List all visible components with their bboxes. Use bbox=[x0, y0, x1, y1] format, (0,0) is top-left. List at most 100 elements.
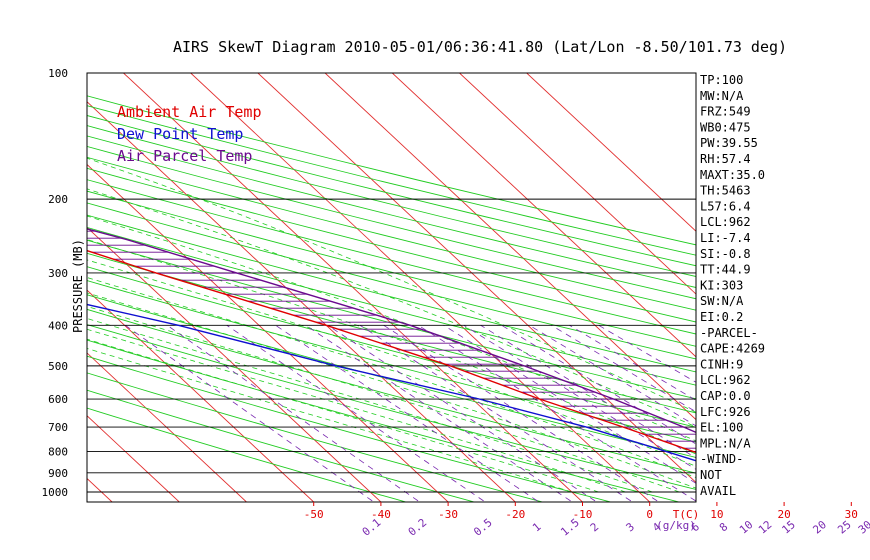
mixing-ratio-label: 20 bbox=[810, 518, 829, 536]
pressure-tick-label: 400 bbox=[48, 319, 68, 332]
profile-lines bbox=[87, 228, 696, 462]
stat-item: MAXT:35.0 bbox=[700, 168, 765, 182]
stat-item: CINH:9 bbox=[700, 357, 743, 371]
dry-adiabat-line bbox=[87, 167, 696, 323]
stat-item: EL:100 bbox=[700, 421, 743, 435]
isotherm-line bbox=[324, 73, 696, 421]
stat-item: SI:-0.8 bbox=[700, 247, 751, 261]
series-line-ambient bbox=[87, 249, 696, 454]
stat-item: L57:6.4 bbox=[700, 199, 751, 213]
stat-item: -WIND- bbox=[700, 452, 743, 466]
dry-adiabat-line bbox=[87, 115, 696, 267]
moist-adiabat-line bbox=[87, 292, 696, 489]
legend-ambient: Ambient Air Temp bbox=[117, 103, 262, 121]
dry-adiabat-line bbox=[87, 226, 696, 386]
moist-adiabat-line bbox=[87, 259, 696, 467]
moist-adiabat-line bbox=[87, 157, 696, 413]
stat-item: LCL:962 bbox=[700, 215, 751, 229]
stat-item: WB0:475 bbox=[700, 120, 751, 134]
isotherm-line bbox=[87, 477, 113, 502]
mixing-ratio-line bbox=[598, 324, 696, 383]
stat-item: MPL:N/A bbox=[700, 436, 751, 450]
mixing-ratio-label: 0.5 bbox=[471, 516, 495, 539]
bottom-temp-tick-label: -50 bbox=[304, 508, 324, 521]
bottom-temp-tick-label: -10 bbox=[573, 508, 593, 521]
mixing-ratio-line bbox=[569, 324, 696, 401]
stat-item: LCL:962 bbox=[700, 373, 751, 387]
bottom-temp-tick-label: 30 bbox=[845, 508, 858, 521]
mixing-ratio-label: 10 bbox=[737, 518, 756, 536]
mixing-ratio-line bbox=[305, 324, 571, 502]
mixing-ratio-line bbox=[166, 324, 419, 502]
dry-adiabat-line bbox=[87, 324, 696, 490]
stat-item: PW:39.55 bbox=[700, 136, 758, 150]
dry-adiabat-line bbox=[87, 125, 696, 277]
isotherm-line bbox=[459, 73, 696, 295]
series-line-dewpoint bbox=[87, 303, 696, 462]
plot-frame bbox=[86, 72, 697, 503]
stat-item: SW:N/A bbox=[700, 294, 744, 308]
pressure-tick-label: 100 bbox=[48, 67, 68, 80]
dry-adiabat-line bbox=[87, 214, 696, 373]
moist-adiabat-line bbox=[87, 347, 572, 493]
mixing-ratio-label: 0.2 bbox=[406, 516, 430, 539]
moist-adiabat-line bbox=[87, 318, 653, 493]
bottom-temp-tick-label: -30 bbox=[438, 508, 458, 521]
mixing-ratio-unit-label: (g/kg) bbox=[656, 519, 696, 532]
mixing-ratio-line bbox=[529, 324, 696, 427]
isotherm-line bbox=[526, 73, 696, 232]
dry-adiabat-line bbox=[87, 266, 696, 428]
bottom-temp-tick-label: -20 bbox=[505, 508, 525, 521]
dry-adiabat-line bbox=[87, 339, 681, 502]
isotherm-line bbox=[257, 73, 696, 484]
bottom-temp-tick-label: 20 bbox=[777, 508, 790, 521]
pressure-tick-label: 700 bbox=[48, 421, 68, 434]
stat-item: TH:5463 bbox=[700, 184, 751, 198]
dry-adiabat-line bbox=[87, 389, 476, 502]
moist-adiabat-line bbox=[87, 338, 599, 493]
stat-item: NOT bbox=[700, 468, 722, 482]
dry-adiabat-line bbox=[87, 355, 613, 502]
dry-adiabat-line bbox=[87, 372, 544, 502]
bottom-temp-tick-label: 10 bbox=[710, 508, 723, 521]
mixing-ratio-line bbox=[327, 324, 596, 502]
series-line-parcel bbox=[87, 228, 696, 434]
isotherm-line bbox=[0, 73, 45, 502]
mixing-ratio-label: 1 bbox=[530, 520, 543, 534]
isotherm-line bbox=[87, 289, 315, 502]
pressure-tick-label: 900 bbox=[48, 467, 68, 480]
moist-adiabat-line bbox=[87, 188, 696, 428]
legend: Ambient Air Temp Dew Point Temp Air Parc… bbox=[117, 103, 262, 165]
stat-item: MW:N/A bbox=[700, 89, 744, 103]
bottom-temp-tick-label: -40 bbox=[371, 508, 391, 521]
mixing-ratio-label: 3 bbox=[624, 520, 637, 534]
y-axis-label: PRESSURE (MB) bbox=[71, 239, 85, 333]
stat-item: CAPE:4269 bbox=[700, 342, 765, 356]
dry-adiabat-line bbox=[87, 179, 696, 335]
stat-item: LI:-7.4 bbox=[700, 231, 751, 245]
dry-adiabat-line bbox=[87, 105, 696, 256]
stat-item: TT:44.9 bbox=[700, 263, 751, 277]
chart-title: AIRS SkewT Diagram 2010-05-01/06:36:41.8… bbox=[173, 38, 787, 56]
mixing-ratio-label: 30 bbox=[856, 518, 870, 536]
legend-parcel: Air Parcel Temp bbox=[117, 147, 252, 165]
dry-adiabat-line bbox=[87, 294, 696, 458]
dry-adiabat-line bbox=[87, 145, 696, 300]
isotherm-line bbox=[391, 73, 696, 358]
stat-item: CAP:0.0 bbox=[700, 389, 751, 403]
isotherm-line bbox=[87, 352, 247, 502]
mixing-ratio-line bbox=[226, 324, 484, 502]
dry-adiabat-line bbox=[87, 190, 696, 347]
cape-hatching bbox=[87, 230, 696, 449]
bottom-temp-tick-label: 0 bbox=[646, 508, 653, 521]
stat-item: -PARCEL- bbox=[700, 326, 758, 340]
pressure-tick-label: 300 bbox=[48, 267, 68, 280]
pressure-tick-label: 500 bbox=[48, 360, 68, 373]
dry-adiabat-line bbox=[87, 156, 696, 311]
pressure-tick-label: 800 bbox=[48, 445, 68, 458]
stat-item: FRZ:549 bbox=[700, 105, 751, 119]
dry-adiabat-line bbox=[87, 202, 696, 360]
moist-adiabat-line bbox=[87, 215, 696, 442]
